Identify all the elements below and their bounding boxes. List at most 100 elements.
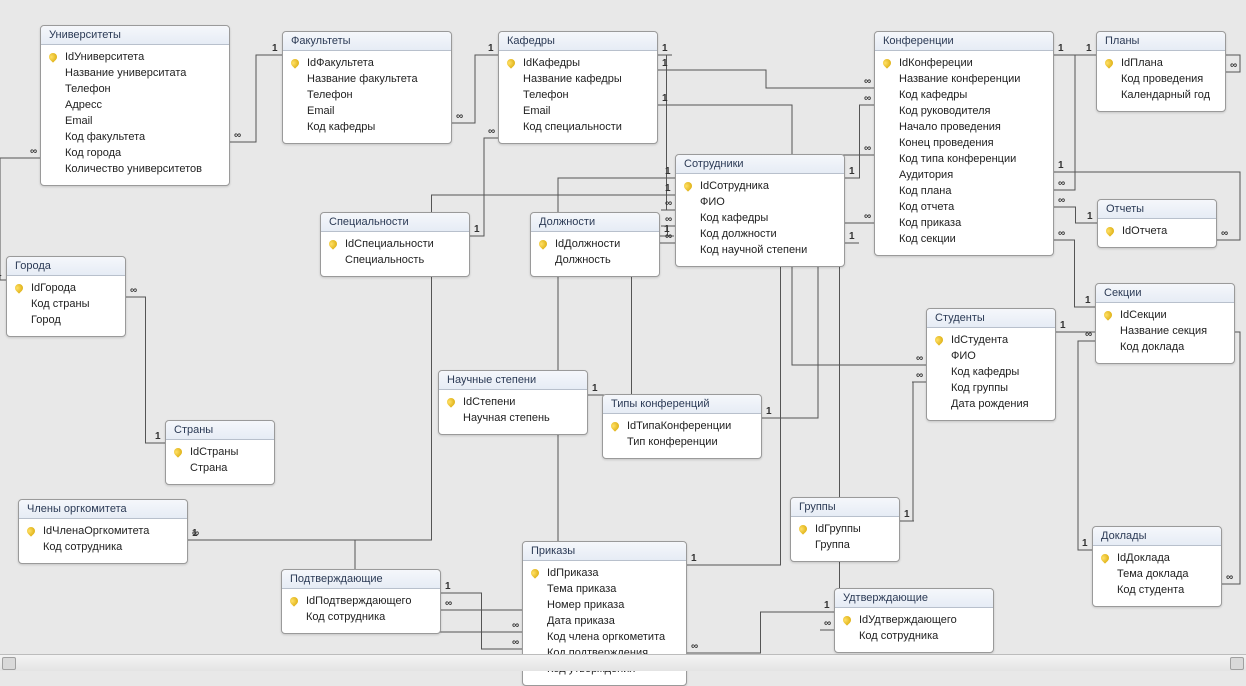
field[interactable]: Код факультета bbox=[51, 129, 219, 145]
table-degrees[interactable]: Научные степениIdСтепениНаучная степень bbox=[438, 370, 588, 435]
field[interactable]: Код специальности bbox=[509, 119, 647, 135]
field[interactable]: Код кафедры bbox=[937, 364, 1045, 380]
field[interactable]: Код сотрудника bbox=[845, 628, 983, 644]
field[interactable]: Код кафедры bbox=[686, 210, 834, 226]
field[interactable]: Код сотрудника bbox=[292, 609, 430, 625]
field[interactable]: Дата рождения bbox=[937, 396, 1045, 412]
field[interactable]: Название конференции bbox=[885, 71, 1043, 87]
field[interactable]: Номер приказа bbox=[533, 597, 676, 613]
field[interactable]: Начало проведения bbox=[885, 119, 1043, 135]
field[interactable]: Название университата bbox=[51, 65, 219, 81]
field-pk[interactable]: IdФакультета bbox=[293, 55, 441, 71]
field[interactable]: Адресс bbox=[51, 97, 219, 113]
field[interactable]: Научная степень bbox=[449, 410, 577, 426]
table-countries[interactable]: СтраныIdСтраныСтрана bbox=[165, 420, 275, 485]
field[interactable]: Календарный год bbox=[1107, 87, 1215, 103]
field-pk[interactable]: IdГруппы bbox=[801, 521, 889, 537]
field[interactable]: Страна bbox=[176, 460, 264, 476]
field[interactable]: Код члена оргкометита bbox=[533, 629, 676, 645]
field[interactable]: Дата приказа bbox=[533, 613, 676, 629]
field-pk[interactable]: IdУдтверждающего bbox=[845, 612, 983, 628]
table-positions[interactable]: ДолжностиIdДолжностиДолжность bbox=[530, 212, 660, 277]
field[interactable]: Тема приказа bbox=[533, 581, 676, 597]
field-pk[interactable]: IdСтудента bbox=[937, 332, 1045, 348]
field[interactable]: Конец проведения bbox=[885, 135, 1043, 151]
table-conf_types[interactable]: Типы конференцийIdТипаКонференцииТип кон… bbox=[602, 394, 762, 459]
field-pk[interactable]: IdКонфереции bbox=[885, 55, 1043, 71]
field[interactable]: Email bbox=[509, 103, 647, 119]
table-committee[interactable]: Члены оргкомитетаIdЧленаОргкомитетаКод с… bbox=[18, 499, 188, 564]
field[interactable]: Код секции bbox=[885, 231, 1043, 247]
table-conferences[interactable]: КонференцииIdКонферецииНазвание конферен… bbox=[874, 31, 1054, 256]
table-confirmers[interactable]: ПодтверждающиеIdПодтверждающегоКод сотру… bbox=[281, 569, 441, 634]
table-cities[interactable]: ГородаIdГородаКод страныГород bbox=[6, 256, 126, 337]
field[interactable]: Код плана bbox=[885, 183, 1043, 199]
field-pk[interactable]: IdСотрудника bbox=[686, 178, 834, 194]
field-pk[interactable]: IdСтепени bbox=[449, 394, 577, 410]
field-pk[interactable]: IdСекции bbox=[1106, 307, 1224, 323]
field-pk[interactable]: IdПлана bbox=[1107, 55, 1215, 71]
table-students[interactable]: СтудентыIdСтудентаФИОКод кафедрыКод груп… bbox=[926, 308, 1056, 421]
table-approvers[interactable]: УдтверждающиеIdУдтверждающегоКод сотрудн… bbox=[834, 588, 994, 653]
field[interactable]: Количество университетов bbox=[51, 161, 219, 177]
table-faculties[interactable]: ФакультетыIdФакультетаНазвание факультет… bbox=[282, 31, 452, 144]
field-pk[interactable]: IdОтчета bbox=[1108, 223, 1206, 239]
field[interactable]: Название кафедры bbox=[509, 71, 647, 87]
field[interactable]: Название секция bbox=[1106, 323, 1224, 339]
field[interactable]: Специальность bbox=[331, 252, 459, 268]
field[interactable]: Код кафедры bbox=[293, 119, 441, 135]
table-departments[interactable]: КафедрыIdКафедрыНазвание кафедрыТелефонE… bbox=[498, 31, 658, 144]
field[interactable]: Код должности bbox=[686, 226, 834, 242]
field[interactable]: Код города bbox=[51, 145, 219, 161]
table-groups[interactable]: ГруппыIdГруппыГруппа bbox=[790, 497, 900, 562]
field[interactable]: Код руководителя bbox=[885, 103, 1043, 119]
table-specialties[interactable]: СпециальностиIdСпециальностиСпециальност… bbox=[320, 212, 470, 277]
field-pk[interactable]: IdУниверситета bbox=[51, 49, 219, 65]
field[interactable]: Код научной степени bbox=[686, 242, 834, 258]
table-talks[interactable]: ДокладыIdДокладаТема докладаКод студента bbox=[1092, 526, 1222, 607]
field[interactable]: Код страны bbox=[17, 296, 115, 312]
field[interactable]: Код студента bbox=[1103, 582, 1211, 598]
field[interactable]: Тема доклада bbox=[1103, 566, 1211, 582]
field-pk[interactable]: IdЧленаОргкомитета bbox=[29, 523, 177, 539]
field[interactable]: Код доклада bbox=[1106, 339, 1224, 355]
horizontal-scrollbar[interactable] bbox=[0, 654, 1246, 671]
field[interactable]: Код типа конференции bbox=[885, 151, 1043, 167]
table-plans[interactable]: ПланыIdПланаКод проведенияКалендарный го… bbox=[1096, 31, 1226, 112]
scroll-left-button[interactable] bbox=[2, 657, 16, 670]
field-pk[interactable]: IdДолжности bbox=[541, 236, 649, 252]
field-pk[interactable]: IdГорода bbox=[17, 280, 115, 296]
field[interactable]: Код отчета bbox=[885, 199, 1043, 215]
field-pk[interactable]: IdСпециальности bbox=[331, 236, 459, 252]
field-pk[interactable]: IdДоклада bbox=[1103, 550, 1211, 566]
field[interactable]: Код приказа bbox=[885, 215, 1043, 231]
field[interactable]: Аудитория bbox=[885, 167, 1043, 183]
field[interactable]: Название факультета bbox=[293, 71, 441, 87]
field[interactable]: Код сотрудника bbox=[29, 539, 177, 555]
field-pk[interactable]: IdПодтверждающего bbox=[292, 593, 430, 609]
table-reports[interactable]: ОтчетыIdОтчета bbox=[1097, 199, 1217, 248]
field-pk[interactable]: IdКафедры bbox=[509, 55, 647, 71]
table-sections[interactable]: СекцииIdСекцииНазвание секцияКод доклада bbox=[1095, 283, 1235, 364]
field-pk[interactable]: IdТипаКонференции bbox=[613, 418, 751, 434]
field[interactable]: Код группы bbox=[937, 380, 1045, 396]
field[interactable]: Телефон bbox=[293, 87, 441, 103]
field[interactable]: Телефон bbox=[51, 81, 219, 97]
field[interactable]: Код проведения bbox=[1107, 71, 1215, 87]
field[interactable]: ФИО bbox=[937, 348, 1045, 364]
field[interactable]: Тип конференции bbox=[613, 434, 751, 450]
table-employees[interactable]: СотрудникиIdСотрудникаФИОКод кафедрыКод … bbox=[675, 154, 845, 267]
field[interactable]: Группа bbox=[801, 537, 889, 553]
field[interactable]: Должность bbox=[541, 252, 649, 268]
field[interactable]: Email bbox=[293, 103, 441, 119]
field-pk[interactable]: IdСтраны bbox=[176, 444, 264, 460]
field-pk[interactable]: IdПриказа bbox=[533, 565, 676, 581]
field[interactable]: Email bbox=[51, 113, 219, 129]
table-universities[interactable]: УниверситетыIdУниверситетаНазвание униве… bbox=[40, 25, 230, 186]
scroll-right-button[interactable] bbox=[1230, 657, 1244, 670]
diagram-canvas[interactable]: УниверситетыIdУниверситетаНазвание униве… bbox=[0, 0, 1246, 671]
field[interactable]: Телефон bbox=[509, 87, 647, 103]
field[interactable]: ФИО bbox=[686, 194, 834, 210]
field[interactable]: Код кафедры bbox=[885, 87, 1043, 103]
field[interactable]: Город bbox=[17, 312, 115, 328]
